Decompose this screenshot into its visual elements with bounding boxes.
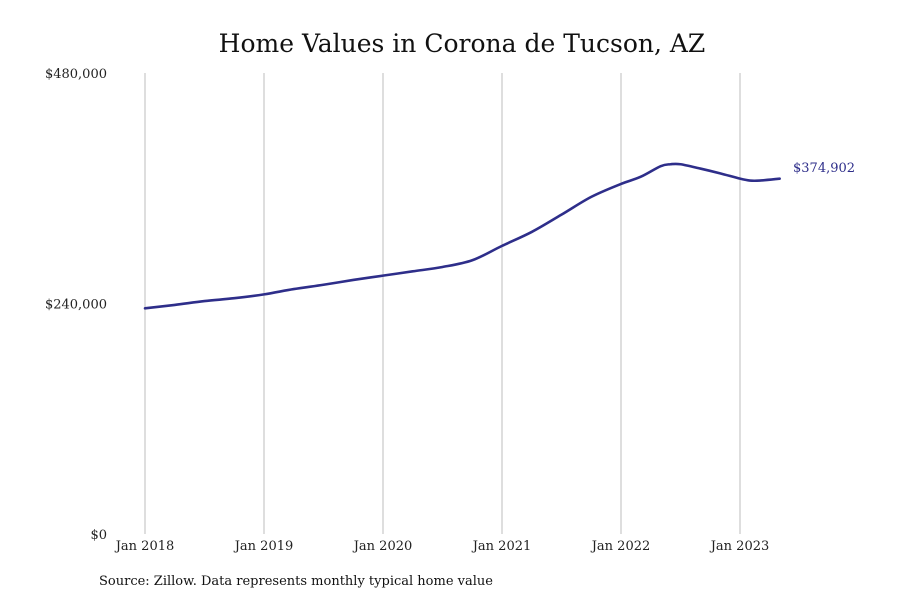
y-tick-label: $0 — [90, 528, 107, 543]
x-tick-label: Jan 2020 — [352, 539, 413, 554]
x-tick-label: Jan 2023 — [709, 539, 770, 554]
x-tick-label: Jan 2018 — [114, 539, 175, 554]
y-axis-ticks: $0 $240,000 $480,000 — [45, 67, 107, 543]
y-tick-label: $240,000 — [45, 298, 107, 313]
y-tick-label: $480,000 — [45, 67, 107, 82]
end-value-label: $374,902 — [793, 161, 855, 176]
chart-title: Home Values in Corona de Tucson, AZ — [219, 29, 706, 58]
series-line-home-value — [143, 162, 781, 310]
x-tick-label: Jan 2019 — [233, 539, 294, 554]
gridlines — [144, 73, 741, 534]
source-note: Source: Zillow. Data represents monthly … — [99, 574, 493, 589]
x-tick-label: Jan 2022 — [590, 539, 651, 554]
x-tick-label: Jan 2021 — [471, 539, 532, 554]
x-axis-ticks: Jan 2018 Jan 2019 Jan 2020 Jan 2021 Jan 2022… — [114, 539, 770, 554]
